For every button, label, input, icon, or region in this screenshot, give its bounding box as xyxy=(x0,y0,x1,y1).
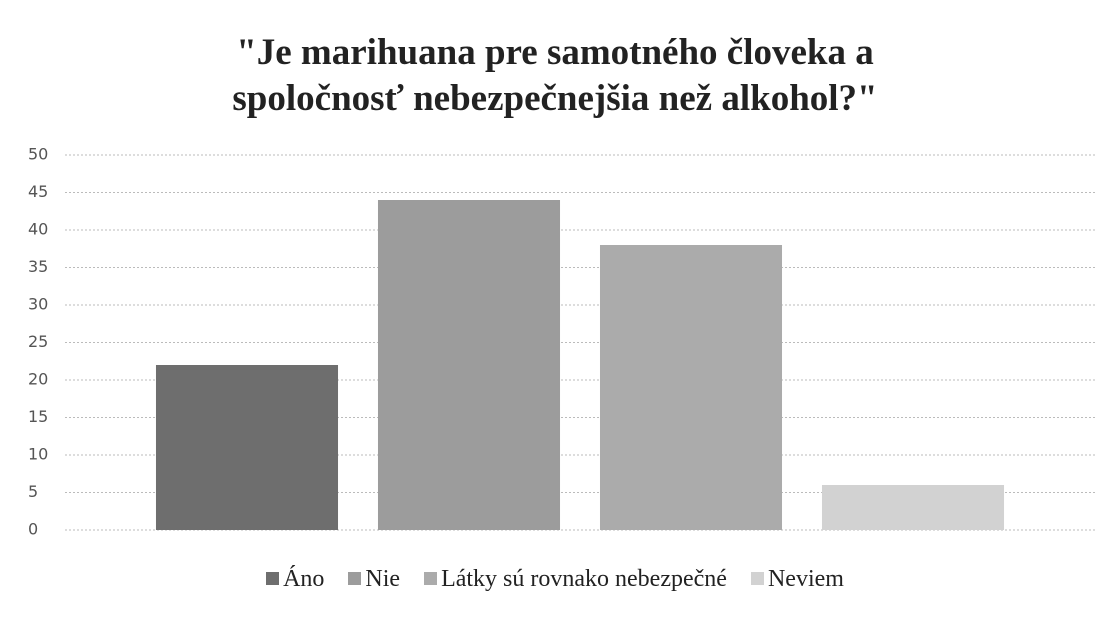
legend-label: Áno xyxy=(283,566,325,592)
y-tick-label: 45 xyxy=(28,182,48,201)
y-tick-label: 0 xyxy=(28,520,38,539)
y-tick-label: 5 xyxy=(28,482,38,501)
bar xyxy=(377,200,561,530)
legend-label: Neviem xyxy=(767,566,844,592)
bar xyxy=(155,365,339,530)
bar xyxy=(821,485,1005,530)
legend-swatch xyxy=(348,572,362,585)
y-tick-label: 20 xyxy=(28,370,48,389)
bar xyxy=(599,245,783,530)
y-tick-label: 30 xyxy=(28,295,48,314)
legend: Áno Nie Látky sú rovnako nebezpečné Neviem xyxy=(0,566,1110,593)
y-tick-label: 10 xyxy=(28,445,48,464)
legend-swatch xyxy=(266,572,280,585)
chart-title: "Je marihuana pre samotného človeka a sp… xyxy=(232,32,878,119)
legend-label: Nie xyxy=(365,566,401,592)
legend-swatch xyxy=(750,572,764,585)
y-tick-label: 25 xyxy=(28,332,48,351)
legend-label: Látky sú rovnako nebezpečné xyxy=(441,566,727,592)
legend-item: Nie xyxy=(348,566,400,593)
y-tick-label: 50 xyxy=(28,145,48,164)
legend-swatch xyxy=(424,572,438,585)
legend-item: Áno xyxy=(266,566,324,593)
y-tick-label: 35 xyxy=(28,257,48,276)
legend-item: Látky sú rovnako nebezpečné xyxy=(424,566,727,593)
y-tick-label: 15 xyxy=(28,407,48,426)
legend-item: Neviem xyxy=(750,566,844,593)
y-tick-label: 40 xyxy=(28,220,48,239)
